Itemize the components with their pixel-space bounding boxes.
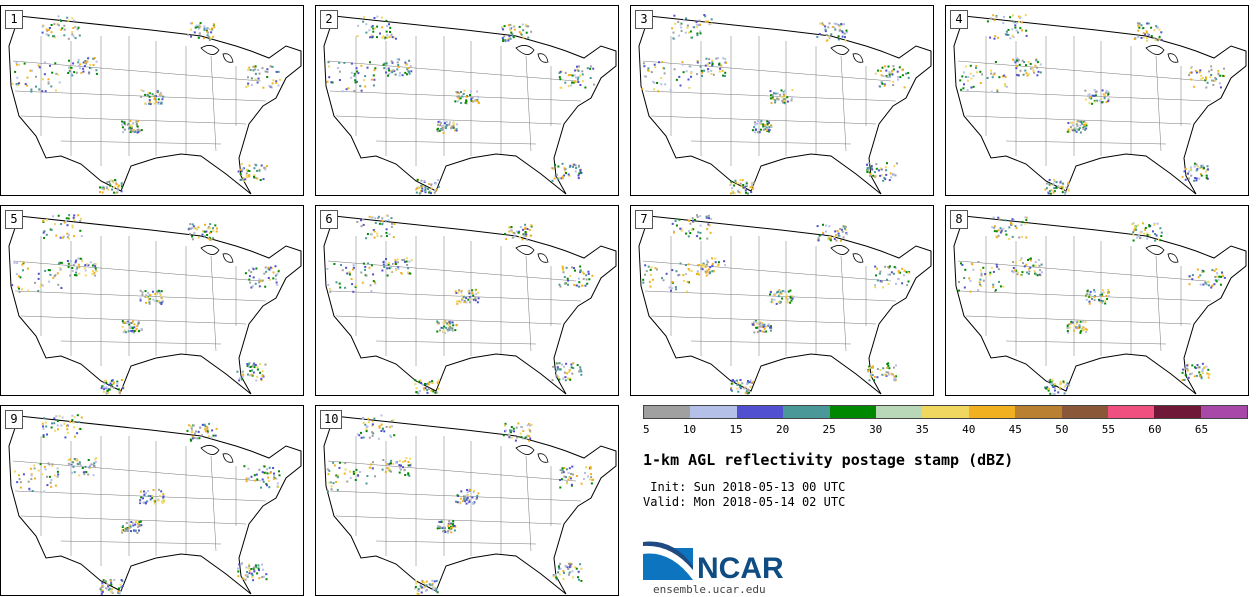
colorbar-tick-label: 5 (643, 423, 650, 436)
ncar-logo-icon (643, 541, 693, 580)
colorbar-tick-label: 55 (1101, 423, 1115, 436)
colorbar-tick-label: 40 (962, 423, 976, 436)
ensemble-member-panel: 8 (945, 205, 1249, 396)
colorbar-tick-label: 25 (822, 423, 836, 436)
colorbar-segment (1061, 406, 1108, 418)
us-map (8, 15, 302, 195)
ensemble-member-panel: 5 (0, 205, 304, 396)
colorbar-segment (1154, 406, 1201, 418)
site-url: ensemble.ucar.edu (653, 583, 766, 596)
colorbar-segment (783, 406, 830, 418)
panel-number-label: 9 (5, 410, 23, 429)
ensemble-member-panel: 2 (315, 5, 619, 196)
colorbar-segment (736, 406, 784, 418)
us-map (8, 214, 302, 395)
panel-number-label: 4 (950, 10, 968, 29)
us-map (638, 14, 932, 195)
init-time: Init: Sun 2018-05-13 00 UTC (643, 480, 846, 494)
panel-number-label: 6 (320, 210, 338, 229)
us-map (638, 214, 932, 395)
panel-number-label: 1 (5, 10, 23, 29)
us-map (953, 215, 1247, 395)
colorbar-tick-label: 30 (869, 423, 883, 436)
colorbar-segment (690, 406, 737, 418)
panel-number-label: 2 (320, 10, 338, 29)
panel-number-label: 5 (5, 210, 23, 229)
us-map (8, 414, 302, 595)
colorbar-segment (1015, 406, 1062, 418)
us-map (953, 14, 1247, 195)
ensemble-member-panel: 3 (630, 5, 934, 196)
colorbar-ticks: 5 10 15 20 25 30 35 40 45 50 55 60 65 (643, 423, 1248, 437)
ncar-logo-text: NCAR (697, 552, 784, 585)
page-title: 1-km AGL reflectivity postage stamp (dBZ… (643, 451, 1014, 469)
us-map (323, 15, 617, 195)
colorbar-segment (1107, 406, 1155, 418)
us-map (323, 214, 617, 395)
panel-number-label: 3 (635, 10, 653, 29)
ensemble-member-panel: 1 (0, 5, 304, 196)
colorbar-segment (968, 406, 1016, 418)
ensemble-member-panel: 10 (315, 405, 619, 596)
colorbar-tick-label: 15 (729, 423, 743, 436)
colorbar-tick-label: 60 (1148, 423, 1162, 436)
panel-number-label: 7 (635, 210, 653, 229)
colorbar-tick-label: 10 (682, 423, 697, 436)
panel-number-label: 8 (950, 210, 968, 229)
valid-time: Valid: Mon 2018-05-14 02 UTC (643, 495, 846, 509)
ensemble-member-panel: 7 (630, 205, 934, 396)
panel-number-label: 10 (320, 410, 343, 429)
reflectivity-colorbar (643, 405, 1248, 419)
ensemble-member-panel: 4 (945, 5, 1249, 196)
colorbar-segment (644, 406, 691, 418)
colorbar-segment (829, 406, 876, 418)
us-map (323, 414, 617, 595)
colorbar-tick-label: 20 (775, 423, 790, 436)
colorbar-tick-label: 35 (915, 423, 929, 436)
colorbar-segment (922, 406, 969, 418)
ensemble-member-panel: 6 (315, 205, 619, 396)
colorbar-segment (1200, 406, 1248, 418)
ensemble-member-panel: 9 (0, 405, 304, 596)
colorbar-tick-label: 45 (1008, 423, 1022, 436)
colorbar-segment (875, 406, 923, 418)
colorbar-tick-label: 50 (1055, 423, 1069, 436)
colorbar-tick-label: 65 (1194, 423, 1209, 436)
